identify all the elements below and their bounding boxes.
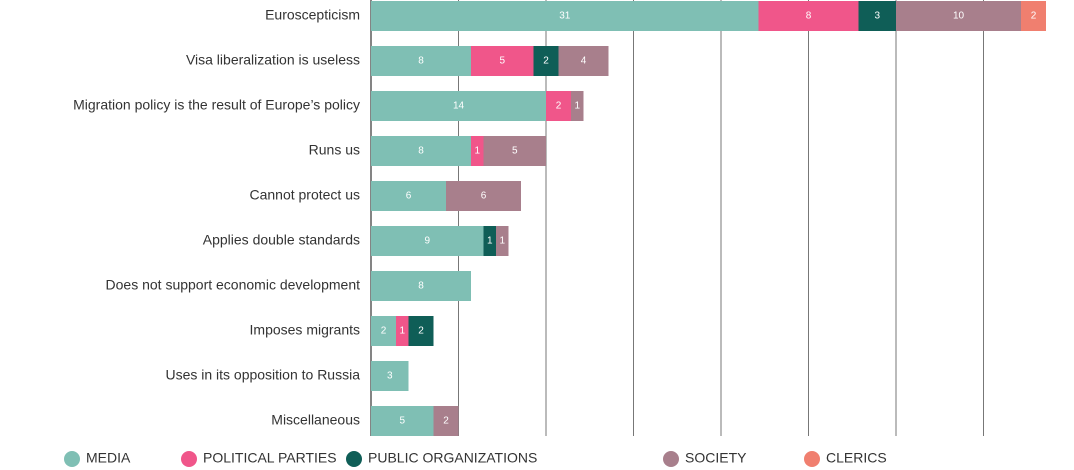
bar-segment (758, 1, 859, 31)
category-label: Miscellaneous (271, 412, 360, 428)
value-label: 2 (1031, 11, 1037, 22)
bar-segment (858, 1, 896, 31)
bar-segment (546, 91, 571, 121)
value-label: 10 (953, 11, 965, 22)
legend-label: POLITICAL PARTIES (203, 450, 337, 466)
bar-segment (1021, 1, 1046, 31)
bar-segment (371, 1, 759, 31)
bar-segment (483, 136, 546, 166)
category-label: Migration policy is the result of Europe… (73, 97, 360, 113)
bar-segment (558, 46, 609, 76)
bar-segment (371, 46, 471, 76)
value-label: 3 (387, 371, 393, 382)
bar-segment (571, 91, 584, 121)
bar-segment (446, 181, 521, 211)
bar-segment (371, 91, 546, 121)
legend-marker (181, 451, 197, 467)
value-label: 1 (474, 146, 480, 157)
value-label: 6 (406, 191, 412, 202)
value-label: 2 (418, 326, 424, 337)
category-label: Uses in its opposition to Russia (165, 367, 360, 383)
value-label: 5 (399, 416, 405, 427)
legend-marker (804, 451, 820, 467)
value-label: 14 (453, 101, 465, 112)
bar-segment (471, 46, 534, 76)
bar-segment (533, 46, 559, 76)
legend-marker (663, 451, 679, 467)
bar-segment (371, 271, 471, 301)
value-label: 1 (399, 326, 405, 337)
value-label: 3 (874, 11, 880, 22)
value-label: 2 (556, 101, 562, 112)
category-label: Visa liberalization is useless (186, 52, 360, 68)
legend-label: SOCIETY (685, 450, 747, 466)
category-label: Does not support economic development (106, 277, 361, 293)
bar-segment (371, 136, 471, 166)
bar-segment (496, 226, 509, 256)
value-label: 1 (574, 101, 580, 112)
bar-segment (371, 406, 434, 436)
legend-marker (64, 451, 80, 467)
category-label: Euroscepticism (265, 7, 360, 23)
legend-marker (346, 451, 362, 467)
value-label: 9 (424, 236, 430, 247)
bar-segment (371, 226, 484, 256)
value-label: 8 (418, 281, 424, 292)
category-label: Imposes migrants (250, 322, 360, 338)
value-label: 8 (806, 11, 812, 22)
value-label: 8 (418, 146, 424, 157)
value-label: 2 (443, 416, 449, 427)
legend-label: PUBLIC ORGANIZATIONS (368, 450, 537, 466)
bar-segment (371, 361, 409, 391)
value-label: 31 (559, 11, 571, 22)
bar-segment (371, 181, 446, 211)
category-label: Cannot protect us (249, 187, 360, 203)
category-label: Applies double standards (203, 232, 360, 248)
bar-segment (433, 406, 459, 436)
value-label: 2 (381, 326, 387, 337)
value-label: 4 (581, 56, 587, 67)
value-label: 6 (481, 191, 487, 202)
value-label: 5 (499, 56, 505, 67)
bar-segment (371, 316, 396, 346)
value-label: 5 (512, 146, 518, 157)
value-label: 1 (487, 236, 493, 247)
bar-segment (483, 226, 496, 256)
legend-label: CLERICS (826, 450, 887, 466)
bar-segment (896, 1, 1021, 31)
value-label: 1 (499, 236, 505, 247)
bar-segment (471, 136, 484, 166)
bar-segment (408, 316, 434, 346)
category-label: Runs us (309, 142, 360, 158)
legend-label: MEDIA (86, 450, 131, 466)
bar-segment (396, 316, 409, 346)
value-label: 8 (418, 56, 424, 67)
value-label: 2 (543, 56, 549, 67)
